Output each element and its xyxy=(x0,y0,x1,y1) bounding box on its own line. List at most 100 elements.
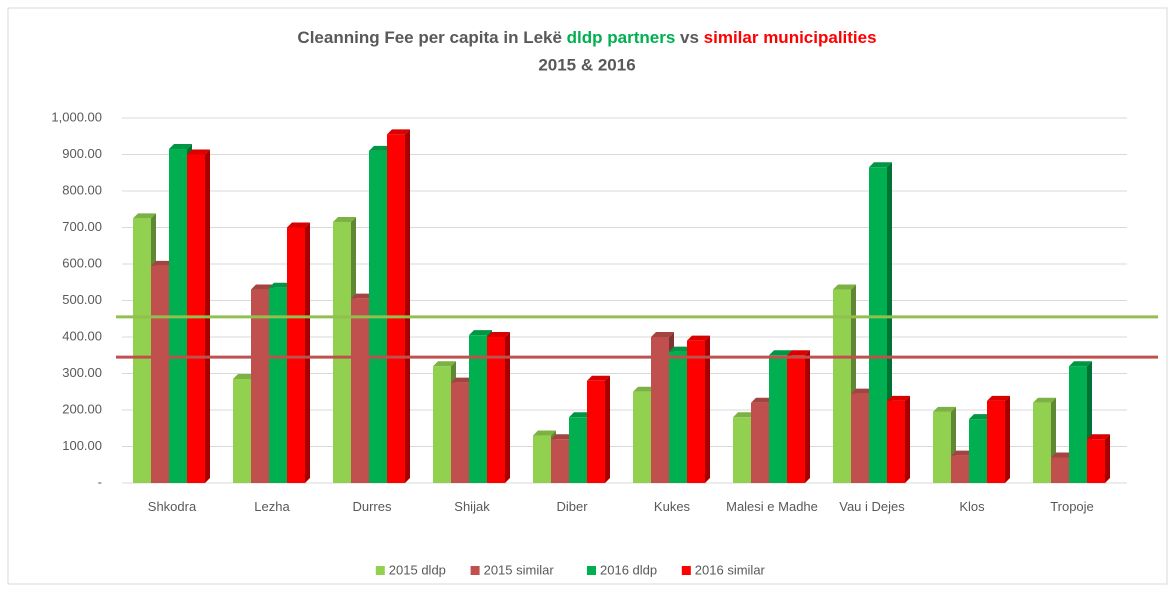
bar-side xyxy=(705,335,710,483)
bar-top xyxy=(951,450,974,456)
bar-side xyxy=(805,350,810,483)
bar xyxy=(769,355,787,483)
bar-top xyxy=(233,373,256,379)
bar-top xyxy=(269,282,292,288)
bar-top xyxy=(533,430,556,436)
bar-top xyxy=(851,388,874,394)
x-tick-label: Kukes xyxy=(653,499,691,514)
bar xyxy=(269,287,287,483)
bar xyxy=(951,455,969,483)
bar xyxy=(1033,402,1051,483)
bar-top xyxy=(1087,434,1110,440)
legend-label: 2016 dldp xyxy=(600,562,657,577)
bar-top xyxy=(651,332,674,337)
bar-top xyxy=(1033,397,1056,403)
bar-side xyxy=(1005,395,1010,483)
bar-top xyxy=(687,335,710,341)
bar xyxy=(587,380,605,483)
bar xyxy=(469,335,487,483)
bar-top xyxy=(633,386,656,392)
bar-top xyxy=(487,332,510,337)
bar-top xyxy=(751,397,774,403)
bar-top xyxy=(251,284,274,290)
x-tick-label: Diber xyxy=(556,499,588,514)
bar-side xyxy=(505,332,510,483)
bar-top xyxy=(833,284,856,290)
bar-top xyxy=(887,395,910,401)
bar xyxy=(387,134,405,484)
bar-top xyxy=(569,412,592,418)
title-part: similar municipalities xyxy=(704,28,877,47)
bar-top xyxy=(469,330,492,336)
bar xyxy=(969,419,987,483)
y-tick-label: 300.00 xyxy=(62,365,102,380)
bar xyxy=(569,417,587,483)
bar-top xyxy=(733,412,756,418)
bar xyxy=(733,417,751,483)
bar xyxy=(133,218,151,483)
y-tick-label: 700.00 xyxy=(62,219,102,234)
bar-side xyxy=(905,395,910,483)
y-tick-label: 200.00 xyxy=(62,401,102,416)
y-tick-label: 500.00 xyxy=(62,292,102,307)
bar xyxy=(351,298,369,483)
legend-swatch xyxy=(681,566,691,575)
title-part: vs xyxy=(675,28,703,47)
bar-top xyxy=(333,217,356,223)
bar-top xyxy=(133,213,156,219)
x-tick-label: Malesi e Madhe xyxy=(726,499,818,514)
bar xyxy=(887,400,905,483)
bar xyxy=(151,265,169,483)
chart-subtitle: 2015 & 2016 xyxy=(538,55,635,74)
bar-top xyxy=(1051,452,1074,458)
bar-top xyxy=(169,144,192,150)
legend-swatch xyxy=(375,566,385,575)
x-tick-label: Tropoje xyxy=(1050,499,1094,514)
y-tick-label: 600.00 xyxy=(62,255,102,270)
bar xyxy=(651,337,669,483)
bar xyxy=(933,411,951,483)
bar xyxy=(333,222,351,483)
y-tick-label: 1,000.00 xyxy=(51,109,102,124)
title-part: Cleanning Fee per capita in Lekë xyxy=(297,28,566,47)
bar xyxy=(287,227,305,483)
bar-top xyxy=(351,293,374,299)
bar-top xyxy=(387,129,410,135)
bar-top xyxy=(869,162,892,168)
x-tick-label: Shkodra xyxy=(147,499,197,514)
bar-side xyxy=(605,375,610,483)
x-tick-label: Lezha xyxy=(254,499,290,514)
legend-label: 2015 dldp xyxy=(389,562,446,577)
bar-top xyxy=(587,375,610,381)
bar xyxy=(433,366,451,483)
y-tick-label: - xyxy=(98,474,102,489)
bar xyxy=(787,355,805,483)
legend-label: 2016 similar xyxy=(695,562,766,577)
bar xyxy=(851,393,869,483)
bar-top xyxy=(369,145,392,151)
bar xyxy=(533,435,551,483)
bar-top xyxy=(187,149,210,155)
x-tick-label: Klos xyxy=(959,499,985,514)
y-tick-label: 900.00 xyxy=(62,146,102,161)
bar-top xyxy=(1069,361,1092,367)
bar xyxy=(551,439,569,483)
bar-top xyxy=(551,434,574,440)
bar-top xyxy=(933,406,956,412)
bar-top xyxy=(433,361,456,367)
bar xyxy=(869,167,887,483)
title-part: dldp partners xyxy=(567,28,676,47)
bar xyxy=(833,289,851,483)
bar-top xyxy=(151,260,174,266)
x-tick-label: Durres xyxy=(352,499,392,514)
bar-side xyxy=(1105,434,1110,483)
bar-top xyxy=(987,395,1010,401)
legend-label: 2015 similar xyxy=(484,562,555,577)
bar xyxy=(1051,457,1069,483)
bar xyxy=(451,382,469,483)
bar xyxy=(751,402,769,483)
y-tick-label: 800.00 xyxy=(62,182,102,197)
y-tick-label: 100.00 xyxy=(62,438,102,453)
